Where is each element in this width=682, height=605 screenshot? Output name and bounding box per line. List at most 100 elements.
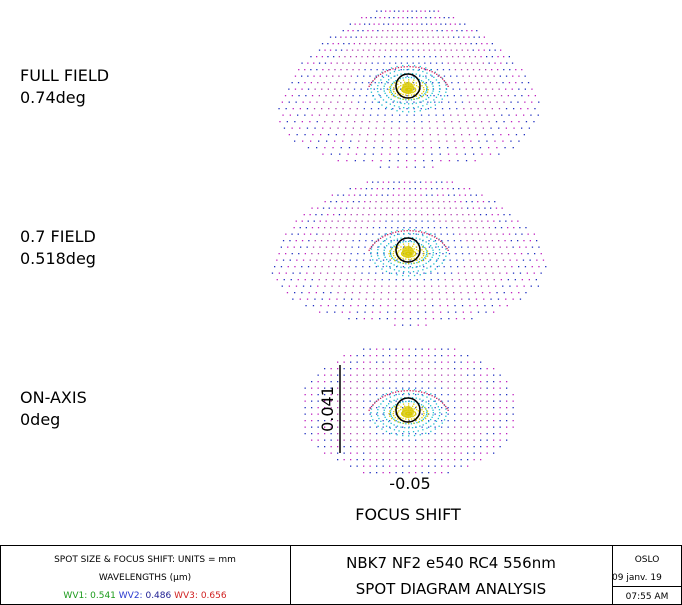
spot-dot bbox=[374, 402, 376, 404]
spot-dot bbox=[278, 272, 280, 274]
spot-dot bbox=[313, 62, 315, 64]
spot-dot bbox=[408, 403, 410, 405]
spot-dot bbox=[388, 17, 390, 19]
spot-dot bbox=[459, 285, 461, 287]
spot-dot bbox=[352, 201, 355, 203]
spot-dot bbox=[446, 407, 448, 410]
spot-dot bbox=[409, 227, 411, 229]
spot-dot bbox=[360, 127, 362, 129]
spot-dot bbox=[368, 49, 370, 51]
spot-dot bbox=[292, 108, 294, 110]
spot-dot bbox=[316, 233, 318, 235]
spot-dot bbox=[432, 166, 434, 168]
spot-dot bbox=[391, 248, 393, 250]
spot-dot bbox=[398, 415, 400, 418]
spot-dot bbox=[278, 108, 280, 110]
spot-dot bbox=[413, 77, 415, 79]
spot-dot bbox=[519, 298, 522, 300]
spot-dot bbox=[353, 233, 355, 235]
spot-dot bbox=[408, 232, 410, 235]
spot-dot bbox=[395, 446, 397, 448]
spot-dot bbox=[508, 82, 511, 84]
spot-dot bbox=[306, 127, 309, 129]
spot-dot bbox=[437, 134, 439, 136]
spot-dot bbox=[374, 82, 376, 84]
spot-dot bbox=[372, 233, 374, 235]
spot-dot bbox=[455, 318, 458, 320]
spot-dot bbox=[413, 403, 415, 405]
spot-dot bbox=[434, 355, 436, 357]
spot-dot bbox=[355, 266, 357, 268]
spot-dot bbox=[402, 10, 404, 12]
spot-dot bbox=[441, 381, 443, 383]
spot-dot bbox=[415, 10, 418, 12]
spot-dot bbox=[515, 114, 517, 116]
spot-dot bbox=[467, 355, 469, 357]
spot-dot bbox=[317, 407, 319, 409]
spot-dot bbox=[405, 76, 407, 79]
spot-dot bbox=[406, 127, 408, 129]
spot-dot bbox=[307, 220, 309, 222]
spot-dot bbox=[425, 272, 427, 274]
spot-dot bbox=[471, 233, 473, 235]
spot-dot bbox=[512, 413, 514, 415]
spot-dot bbox=[389, 147, 391, 149]
spot-dot bbox=[408, 394, 410, 396]
spot-dot bbox=[438, 249, 441, 251]
spot-dot bbox=[393, 424, 395, 426]
spot-dot bbox=[420, 201, 422, 203]
spot-dot bbox=[415, 374, 417, 376]
spot-dot bbox=[436, 30, 438, 32]
spot-dot bbox=[283, 279, 285, 281]
spot-dot bbox=[447, 465, 449, 467]
spot-dot bbox=[288, 285, 290, 287]
spot-dot bbox=[395, 465, 397, 467]
spot-dot bbox=[457, 56, 459, 58]
spot-dot bbox=[414, 413, 417, 416]
spot-dot bbox=[369, 420, 371, 422]
spot-dot bbox=[379, 220, 381, 222]
spot-dot bbox=[494, 95, 496, 97]
spot-dot bbox=[369, 433, 371, 435]
spot-dot bbox=[423, 272, 425, 274]
spot-dot bbox=[304, 420, 306, 422]
spot-dot bbox=[402, 17, 404, 19]
spot-dot bbox=[369, 439, 371, 441]
spot-dot bbox=[505, 220, 507, 222]
spot-dot bbox=[440, 318, 442, 320]
spot-dot bbox=[406, 114, 408, 116]
spot-dot bbox=[428, 361, 430, 363]
spot-dot bbox=[348, 227, 350, 229]
spot-dot bbox=[468, 75, 470, 77]
spot-dot bbox=[454, 381, 456, 383]
spot-dot bbox=[408, 240, 410, 243]
spot-dot bbox=[442, 194, 444, 196]
spot-dot bbox=[489, 82, 491, 84]
spot-dot bbox=[467, 400, 469, 402]
spot-dot bbox=[494, 49, 496, 51]
spot-dot bbox=[373, 220, 375, 222]
spot-dot bbox=[467, 207, 469, 209]
spot-dot bbox=[467, 374, 469, 376]
spot-dot bbox=[445, 84, 447, 86]
spot-dot bbox=[415, 390, 417, 392]
spot-dot bbox=[499, 394, 501, 396]
spot-dot bbox=[422, 264, 424, 266]
spot-dot bbox=[470, 194, 472, 196]
spot-dot bbox=[467, 407, 469, 409]
spot-dot bbox=[400, 62, 403, 64]
spot-dot bbox=[518, 88, 520, 90]
spot-dot bbox=[476, 62, 479, 64]
spot-dot bbox=[415, 214, 417, 216]
spot-dot bbox=[441, 426, 443, 428]
spot-dot bbox=[338, 246, 340, 248]
spot-dot bbox=[438, 207, 440, 209]
spot-dot bbox=[414, 412, 417, 414]
spot-dot bbox=[344, 75, 346, 77]
spot-dot bbox=[391, 84, 393, 86]
spot-dot bbox=[329, 82, 332, 84]
spot-dot bbox=[408, 452, 410, 454]
spot-dot bbox=[369, 400, 371, 402]
spot-dot bbox=[368, 85, 370, 87]
spot-dot bbox=[480, 433, 482, 435]
